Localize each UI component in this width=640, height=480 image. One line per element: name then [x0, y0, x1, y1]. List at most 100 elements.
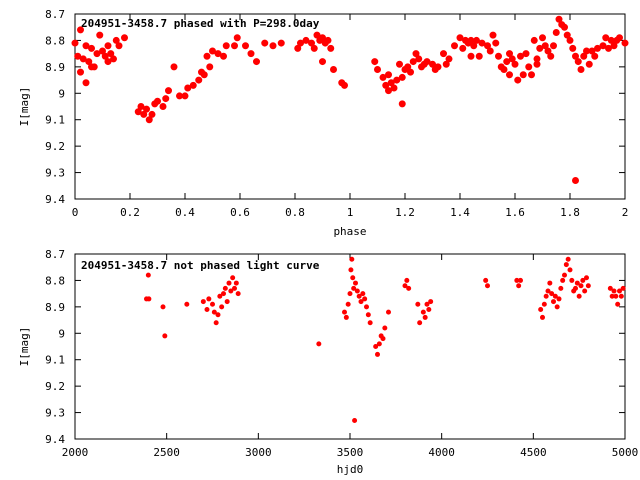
data-point: [582, 288, 588, 294]
data-point: [115, 42, 123, 50]
y-tick-label: 8.7: [45, 248, 65, 261]
data-point: [319, 58, 326, 66]
data-point: [230, 275, 236, 281]
data-point: [110, 55, 117, 63]
data-point: [387, 79, 395, 87]
data-point: [484, 42, 491, 50]
data-point: [79, 55, 87, 63]
data-point: [99, 47, 106, 55]
data-point: [621, 39, 629, 47]
y-tick-label: 9: [58, 327, 65, 340]
data-point: [104, 42, 112, 50]
data-point: [71, 39, 79, 47]
data-point: [365, 312, 371, 318]
data-point: [478, 39, 486, 47]
data-point: [409, 58, 417, 66]
data-point: [324, 36, 332, 44]
y-tick-label: 9.4: [45, 433, 65, 446]
data-point: [617, 288, 622, 294]
data-point: [390, 84, 398, 92]
data-point: [93, 50, 101, 58]
data-point: [588, 47, 596, 55]
data-point: [611, 288, 617, 294]
data-point: [145, 272, 151, 278]
data-point: [351, 285, 357, 291]
data-point: [364, 304, 369, 310]
data-point: [310, 44, 318, 52]
data-point: [316, 341, 322, 347]
data-point: [211, 309, 217, 315]
data-point: [269, 42, 277, 50]
data-point: [226, 280, 232, 286]
data-point: [396, 60, 403, 68]
data-point: [420, 309, 426, 315]
data-point: [563, 31, 571, 39]
data-point: [492, 39, 500, 47]
data-point: [206, 296, 212, 302]
data-point: [538, 307, 544, 312]
data-point: [261, 39, 269, 47]
data-point: [616, 34, 623, 42]
data-point: [599, 42, 607, 50]
data-point: [412, 50, 420, 58]
data-point: [209, 47, 216, 55]
data-point: [470, 42, 478, 50]
data-point: [574, 280, 580, 286]
data-point: [555, 15, 563, 23]
data-point: [235, 291, 241, 297]
data-point: [353, 280, 358, 286]
data-point: [184, 301, 190, 307]
data-point: [184, 84, 192, 92]
data-point: [540, 314, 545, 320]
data-point: [367, 320, 373, 326]
data-point: [343, 314, 349, 320]
data-point: [354, 288, 360, 294]
data-point: [277, 39, 285, 47]
data-point: [219, 304, 225, 310]
data-point: [382, 81, 390, 89]
data-point: [547, 280, 553, 286]
data-point: [121, 34, 128, 42]
x-tick-label: 2000: [62, 446, 89, 459]
data-point: [602, 34, 610, 42]
data-point: [159, 103, 167, 110]
x-tick-label: 5000: [612, 446, 639, 459]
x-axis-title: phase: [333, 225, 366, 238]
data-point: [489, 31, 497, 39]
data-point: [348, 267, 354, 273]
data-point: [485, 283, 490, 289]
data-point: [407, 68, 414, 76]
data-point: [500, 66, 508, 73]
y-axis-title: I[mag]: [18, 327, 31, 367]
data-point: [82, 42, 90, 50]
x-tick-label: 2: [622, 206, 629, 219]
data-point: [200, 71, 208, 79]
data-point: [242, 42, 249, 50]
data-point: [82, 79, 90, 87]
data-point: [445, 55, 453, 63]
x-tick-label: 1.8: [560, 206, 580, 219]
data-point: [404, 63, 412, 71]
data-point: [605, 44, 612, 52]
data-point: [134, 108, 142, 116]
data-point: [551, 299, 556, 305]
data-point: [297, 39, 304, 47]
data-point: [550, 42, 557, 50]
data-point: [148, 110, 156, 118]
data-point: [181, 92, 189, 100]
data-point: [440, 50, 447, 58]
data-point: [88, 44, 95, 52]
data-point: [107, 50, 115, 58]
x-tick-label: 0.4: [175, 206, 195, 219]
data-point: [585, 283, 591, 289]
data-point: [541, 42, 549, 50]
data-point: [508, 55, 516, 63]
data-point: [398, 100, 406, 108]
data-point: [327, 44, 335, 52]
x-tick-label: 4000: [428, 446, 455, 459]
data-point: [547, 52, 555, 60]
y-tick-label: 9.3: [45, 407, 65, 420]
data-point: [456, 34, 464, 42]
data-point: [483, 277, 489, 283]
data-point: [393, 76, 401, 84]
